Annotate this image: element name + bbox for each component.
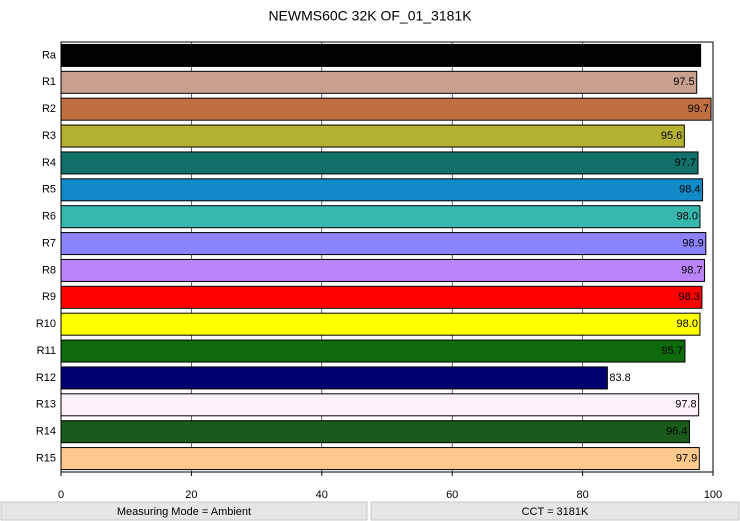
bar [60,420,691,444]
chart-title: NEWMS60C 32K OF_01_3181K [268,8,472,24]
x-tick-label: 80 [576,489,588,501]
value-label: 83.8 [609,372,630,384]
y-tick-label: R12 [36,372,56,384]
y-tick-label: R3 [42,130,56,142]
bar [60,312,701,336]
value-label: 95.6 [661,130,682,142]
bar [60,70,698,94]
bar [60,232,707,256]
bar [60,393,700,417]
bar [60,447,700,471]
y-tick-label: R9 [42,291,56,303]
value-label: 97.5 [673,76,694,88]
x-tick-label: 100 [704,489,722,501]
y-tick-label: Ra [42,49,57,61]
bar [60,258,706,282]
bar [60,124,685,148]
y-tick-label: R5 [42,184,56,196]
value-label: 99.7 [688,103,709,115]
bar [60,151,699,175]
y-tick-label: R11 [37,345,56,357]
value-label: 98.3 [678,291,699,303]
value-label: 97.7 [675,157,696,169]
footer-text: CCT = 3181K [522,506,589,518]
y-tick-label: R15 [36,452,56,464]
y-tick-label: R10 [36,318,56,330]
value-label: 95.7 [662,345,683,357]
x-tick-label: 20 [185,489,197,501]
footer-box [0,501,368,521]
value-label: 96.4 [666,426,687,438]
x-tick-label: 60 [446,489,458,501]
y-tick-label: R8 [42,264,56,276]
footer-text: Measuring Mode = Ambient [117,506,251,518]
bar [60,366,608,390]
y-tick-label: R1 [42,76,56,88]
value-label: 98.4 [679,184,700,196]
y-tick-label: R2 [42,103,56,115]
bar [60,97,712,121]
value-label: 97.9 [676,452,697,464]
x-tick-label: 0 [58,489,64,501]
bar [60,205,701,229]
bar [60,43,702,67]
value-label: 98.0 [677,318,698,330]
value-label: 98.9 [682,237,703,249]
y-tick-label: R13 [36,399,56,411]
footer-box [370,501,740,521]
y-tick-label: R6 [42,211,56,223]
bar [60,339,686,363]
bar [60,285,703,309]
value-label: 98.0 [677,211,698,223]
x-tick-label: 40 [316,489,328,501]
value-label: 98.1 [677,49,698,61]
y-tick-label: R4 [42,157,56,169]
value-label: 97.8 [675,399,696,411]
value-label: 98.7 [681,264,702,276]
bar [60,178,704,202]
y-tick-label: R14 [36,426,56,438]
y-tick-label: R7 [42,237,56,249]
